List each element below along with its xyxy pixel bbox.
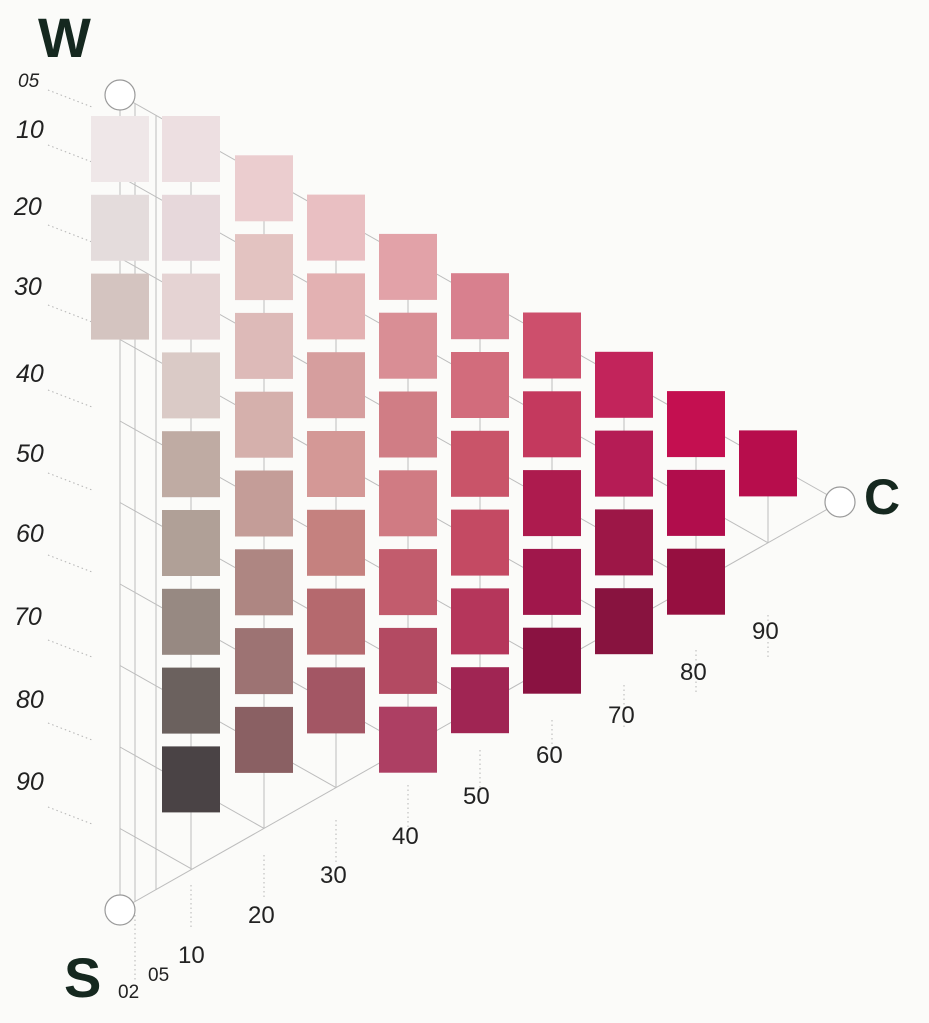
color-swatch-c10-s40: [162, 352, 220, 419]
color-swatch-c60-s30: [523, 470, 581, 537]
blackness-scale-label-70: 70: [14, 603, 42, 631]
leader-lines: [47, 89, 769, 980]
color-swatch-c60-s50: [523, 627, 581, 694]
color-swatch-c10-s10: [162, 116, 220, 182]
color-swatch-c30-s30: [307, 352, 365, 419]
color-swatch-c20-s50: [235, 470, 293, 537]
blackness-leader-line: [47, 639, 93, 658]
color-swatch-c05-s10: [91, 116, 149, 182]
color-swatch-c10-s90: [162, 746, 220, 813]
color-swatch-c70-s10: [595, 351, 653, 418]
blackness-scale-label-05: 05: [18, 71, 40, 92]
chromaticness-scale-label-90: 90: [752, 618, 779, 645]
color-swatch-c10-s20: [162, 194, 220, 261]
color-swatch-c60-s20: [523, 391, 581, 458]
blackness-scale-label-30: 30: [14, 273, 42, 301]
color-swatch-c50-s30: [451, 430, 509, 497]
color-swatch-c10-s50: [162, 431, 220, 498]
color-swatch-c20-s80: [235, 706, 293, 773]
blackness-corner-label: S: [64, 946, 102, 1009]
color-swatch-c70-s40: [595, 588, 653, 655]
blackness-leader-line: [47, 389, 93, 408]
color-swatch-c50-s10: [451, 273, 509, 340]
chroma-corner-circle: [824, 486, 856, 518]
blackness-grid-line: [119, 828, 193, 870]
color-swatch-c10-s30: [162, 273, 220, 340]
chromaticness-scale-label-30: 30: [320, 862, 347, 889]
blackness-scale-label-40: 40: [16, 360, 44, 388]
color-swatch-c20-s30: [235, 312, 293, 379]
color-swatch-c10-s60: [162, 510, 220, 576]
color-swatch-c40-s10: [379, 233, 437, 300]
color-swatch-c40-s40: [379, 470, 437, 537]
white-corner-circle: [104, 79, 136, 111]
color-swatch-c60-s40: [523, 548, 581, 615]
chromaticness-scale-label-60: 60: [536, 742, 563, 769]
chromaticness-scale-label-40: 40: [392, 823, 419, 850]
chromaticness-scale-label-10: 10: [178, 942, 205, 969]
blackness-scale-label-90: 90: [16, 768, 44, 796]
color-swatch-c05-s20: [91, 194, 149, 261]
chromaticness-scale-label-05: 05: [148, 965, 170, 986]
whiteness-corner-label: W: [38, 6, 91, 69]
color-swatch-c80-s30: [667, 548, 725, 615]
color-swatch-c50-s20: [451, 352, 509, 418]
color-swatch-c30-s50: [307, 509, 365, 576]
color-swatch-c30-s10: [307, 194, 365, 261]
color-swatch-c20-s70: [235, 628, 293, 695]
blackness-scale-label-60: 60: [16, 520, 44, 548]
blackness-scale-label-10: 10: [16, 116, 44, 144]
blackness-leader-line: [47, 224, 93, 243]
chromaticness-scale-label-50: 50: [463, 783, 490, 810]
color-swatch-c90-s10: [739, 430, 797, 497]
color-swatch-c50-s40: [451, 509, 509, 576]
color-swatch-c40-s50: [379, 549, 437, 616]
corner-circles: [104, 79, 856, 926]
blackness-scale-label-50: 50: [16, 440, 44, 468]
color-swatch-c10-s70: [162, 588, 220, 655]
color-swatch-c80-s20: [667, 469, 725, 536]
color-swatch-c05-s30: [91, 273, 149, 340]
blackness-leader-line: [47, 472, 93, 491]
chromaticness-scale-label-02: 02: [118, 982, 140, 1003]
chromaticness-corner-label: C: [864, 469, 901, 525]
blackness-leader-line: [47, 304, 93, 323]
swatches: [91, 116, 797, 813]
blackness-leader-line: [47, 722, 93, 741]
color-swatch-c50-s50: [451, 588, 509, 655]
black-corner-circle: [104, 894, 136, 926]
color-swatch-c30-s70: [307, 667, 365, 734]
chromaticness-scale-label-70: 70: [608, 702, 635, 729]
color-swatch-c20-s40: [235, 391, 293, 458]
color-swatch-c10-s80: [162, 667, 220, 734]
color-swatch-c80-s10: [667, 391, 725, 458]
color-swatch-c40-s30: [379, 391, 437, 458]
color-swatch-c50-s60: [451, 667, 509, 734]
blackness-leader-line: [47, 144, 93, 163]
color-swatch-c40-s60: [379, 627, 437, 694]
color-swatch-c20-s20: [235, 234, 293, 301]
chromaticness-scale-label-80: 80: [680, 659, 707, 686]
color-swatch-c20-s10: [235, 155, 293, 222]
color-swatch-c30-s40: [307, 431, 365, 497]
color-swatch-c70-s30: [595, 509, 653, 576]
blackness-scale-label-80: 80: [16, 686, 44, 714]
blackness-scale-label-20: 20: [14, 193, 42, 221]
color-swatch-c20-s60: [235, 549, 293, 616]
blackness-leader-line: [47, 554, 93, 573]
color-swatch-c40-s70: [379, 706, 437, 773]
blackness-grid-line: [119, 665, 337, 789]
chromaticness-scale-label-20: 20: [248, 902, 275, 929]
blackness-grid-line: [119, 176, 769, 544]
color-swatch-c40-s20: [379, 312, 437, 379]
color-swatch-c30-s60: [307, 588, 365, 655]
color-swatch-c70-s20: [595, 430, 653, 497]
color-swatch-c60-s10: [523, 312, 581, 379]
blackness-leader-line: [47, 806, 93, 825]
blackness-leader-line: [47, 89, 93, 108]
color-swatch-c30-s20: [307, 273, 365, 340]
